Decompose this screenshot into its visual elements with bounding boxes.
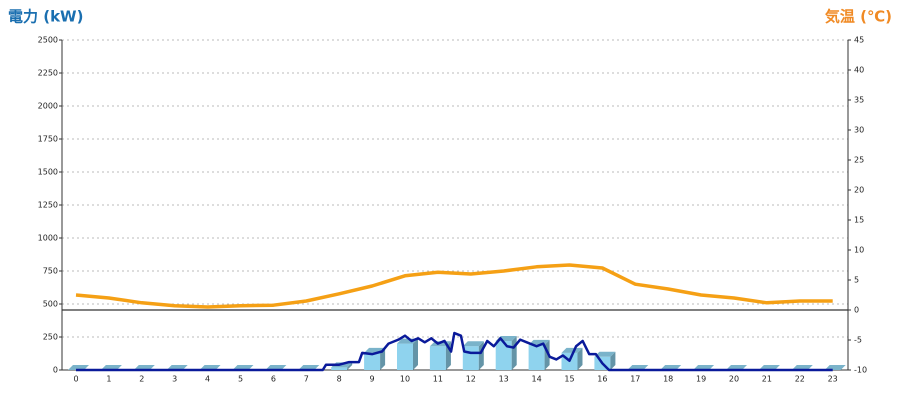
y2-tick-label: 10 (854, 246, 864, 255)
x-tick-label: 3 (172, 375, 177, 384)
x-tick-label: 13 (499, 375, 509, 384)
y-tick-label: 1250 (38, 201, 58, 210)
power-line (76, 331, 833, 372)
x-tick-label: 0 (73, 375, 78, 384)
bar (561, 347, 583, 370)
bar (495, 335, 517, 370)
x-tick-label: 12 (466, 375, 476, 384)
y2-tick-label: 30 (854, 126, 864, 135)
y2-tick-label: 20 (854, 186, 864, 195)
x-tick-label: 10 (400, 375, 410, 384)
y2-tick-label: 40 (854, 66, 864, 75)
x-tick-label: 21 (762, 375, 772, 384)
y2-tick-label: 15 (854, 216, 864, 225)
x-tick-label: 19 (696, 375, 706, 384)
y2-tick-label: 35 (854, 96, 864, 105)
right-axis-title: 気温 (℃) (825, 8, 892, 26)
x-tick-label: 11 (433, 375, 443, 384)
x-tick-label: 14 (532, 375, 542, 384)
x-tick-label: 8 (337, 375, 342, 384)
y-tick-label: 2500 (38, 36, 58, 45)
x-tick-label: 20 (729, 375, 739, 384)
x-tick-label: 5 (238, 375, 243, 384)
bar (462, 341, 484, 370)
bar (528, 339, 550, 370)
x-tick-label: 1 (106, 375, 111, 384)
y2-tick-label: 0 (854, 306, 859, 315)
x-tick-label: 15 (564, 375, 574, 384)
x-tick-label: 2 (139, 375, 144, 384)
x-tick-label: 17 (630, 375, 640, 384)
x-tick-label: 9 (370, 375, 375, 384)
left-axis-title: 電力 (kW) (8, 8, 83, 26)
y-tick-label: 250 (43, 333, 58, 342)
y2-tick-label: -5 (854, 336, 862, 345)
y-tick-label: 1500 (38, 168, 58, 177)
y-tick-label: 2250 (38, 69, 58, 78)
y-tick-label: 1750 (38, 135, 58, 144)
x-tick-label: 22 (795, 375, 805, 384)
x-tick-label: 4 (205, 375, 210, 384)
x-tick-label: 23 (828, 375, 838, 384)
y2-tick-label: 45 (854, 36, 864, 45)
y-tick-label: 750 (43, 267, 58, 276)
x-tick-label: 7 (304, 375, 309, 384)
y-tick-label: 1000 (38, 234, 58, 243)
y2-tick-label: 5 (854, 276, 859, 285)
y2-tick-label: 25 (854, 156, 864, 165)
y-tick-label: 2000 (38, 102, 58, 111)
x-tick-label: 18 (663, 375, 673, 384)
x-tick-label: 16 (597, 375, 607, 384)
bar (397, 338, 418, 370)
y-tick-label: 500 (43, 300, 58, 309)
x-tick-label: 6 (271, 375, 276, 384)
temperature-line (75, 263, 833, 309)
y-tick-label: 0 (53, 366, 58, 375)
bar (364, 347, 386, 370)
y2-tick-label: -10 (854, 366, 867, 375)
